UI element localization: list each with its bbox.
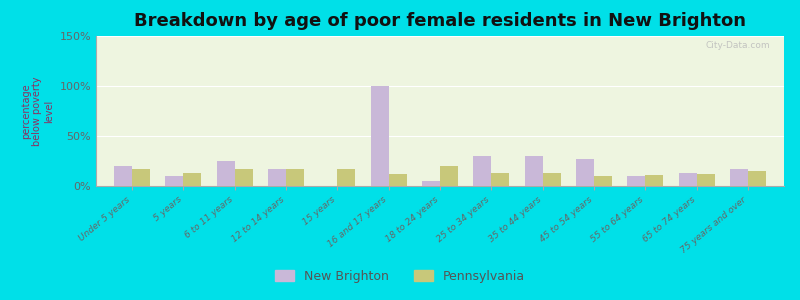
Bar <box>474 156 491 186</box>
Bar <box>370 86 389 186</box>
Title: Breakdown by age of poor female residents in New Brighton: Breakdown by age of poor female resident… <box>134 12 746 30</box>
Y-axis label: percentage
below poverty
level: percentage below poverty level <box>21 76 54 146</box>
Bar <box>646 175 663 186</box>
Legend: New Brighton, Pennsylvania: New Brighton, Pennsylvania <box>270 265 530 288</box>
Bar <box>542 173 561 186</box>
Bar <box>132 169 150 186</box>
Bar <box>697 174 714 186</box>
Bar <box>730 169 748 186</box>
Bar <box>525 156 542 186</box>
Bar <box>678 173 697 186</box>
Bar <box>491 173 510 186</box>
Bar <box>286 169 304 186</box>
Bar <box>627 176 646 186</box>
Bar <box>234 169 253 186</box>
Bar <box>217 161 234 186</box>
Bar <box>389 174 406 186</box>
Bar <box>114 166 132 186</box>
Bar <box>183 173 202 186</box>
Bar <box>268 169 286 186</box>
Bar <box>594 176 612 186</box>
Text: City-Data.com: City-Data.com <box>706 40 770 50</box>
Bar <box>576 159 594 186</box>
Bar <box>440 166 458 186</box>
Bar <box>338 169 355 186</box>
Bar <box>166 176 183 186</box>
Bar <box>422 181 440 186</box>
Bar <box>748 171 766 186</box>
